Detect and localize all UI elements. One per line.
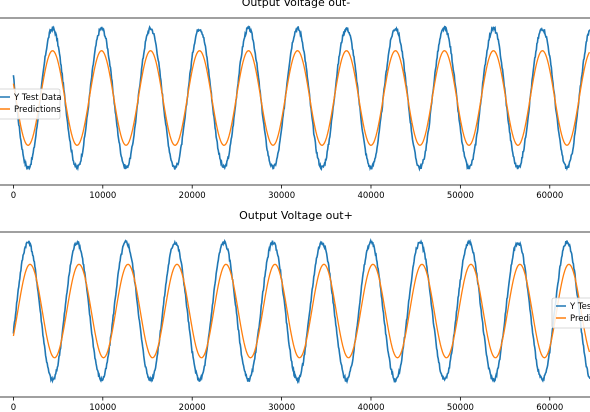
legend-label: Y Test Data — [13, 93, 62, 103]
legend: Y Test Data Predictions — [551, 297, 590, 329]
x-tick-label: 0 — [11, 403, 16, 412]
legend: Y Test Data Predictions — [0, 88, 62, 120]
chart-output-voltage-out-plus: Output Voltage out+ 0 10000 20000 30000 4000… — [0, 209, 590, 412]
series-line-y-test-data — [12, 25, 590, 172]
x-axis: 0 10000 20000 30000 40000 50000 60000 — [11, 397, 563, 412]
series-line-predictions — [12, 50, 590, 147]
series-line-y-test-data — [12, 238, 590, 385]
x-tick-label: 20000 — [179, 191, 206, 201]
x-tick-label: 50000 — [447, 403, 474, 412]
legend-box — [0, 88, 61, 120]
x-tick-label: 0 — [11, 191, 16, 201]
x-axis: 0 10000 20000 30000 40000 50000 60000 — [11, 185, 563, 201]
chart-output-voltage-out-minus: Output Voltage out- 0 10000 20000 30000 4000… — [0, 0, 590, 201]
plot-area — [0, 231, 590, 398]
x-tick-label: 50000 — [447, 191, 474, 201]
legend-label: Y Test Data — [569, 302, 590, 312]
legend-label: Predictions — [14, 105, 61, 115]
series-line-predictions — [12, 263, 590, 359]
x-tick-label: 40000 — [357, 191, 384, 201]
plot-area — [0, 17, 590, 186]
chart-title: Output Voltage out+ — [239, 209, 353, 222]
x-tick-label: 30000 — [268, 403, 295, 412]
x-tick-label: 10000 — [89, 191, 116, 201]
x-tick-label: 20000 — [179, 403, 206, 412]
x-tick-label: 30000 — [268, 191, 295, 201]
x-tick-label: 60000 — [536, 403, 563, 412]
x-tick-label: 40000 — [357, 403, 384, 412]
chart-title: Output Voltage out- — [242, 0, 350, 9]
legend-label: Predictions — [570, 314, 590, 324]
x-tick-label: 60000 — [536, 191, 563, 201]
x-tick-label: 10000 — [89, 403, 116, 412]
